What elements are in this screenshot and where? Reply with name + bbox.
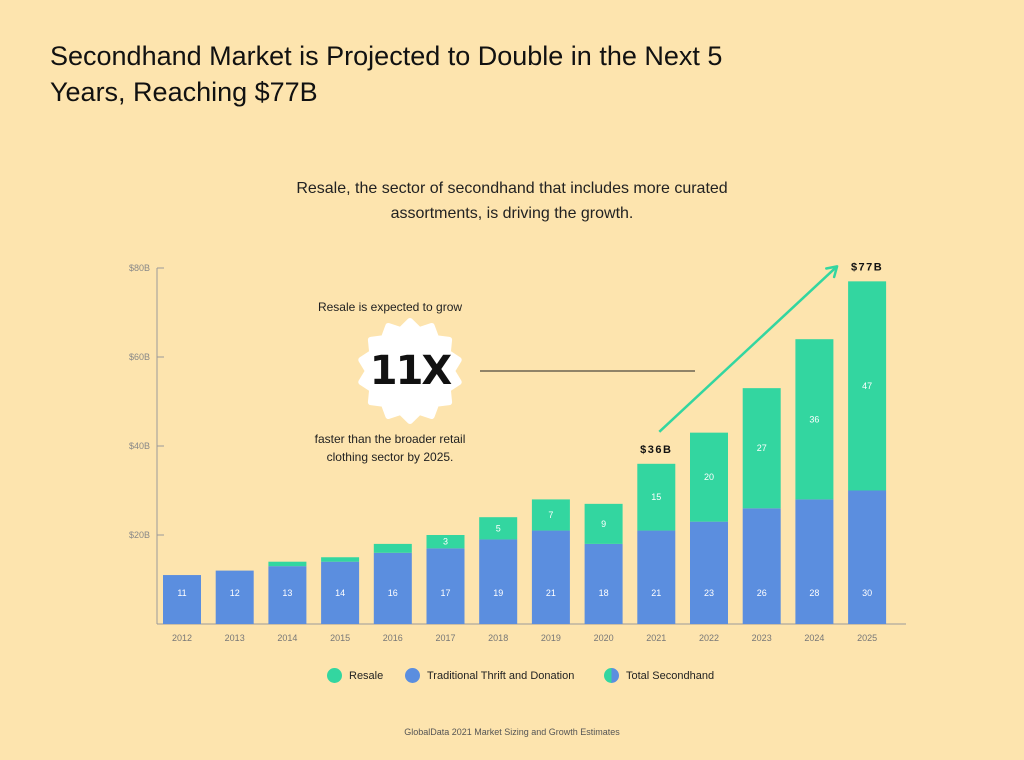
bar-thrift-2016 — [373, 552, 412, 624]
x-tick-label: 2025 — [857, 633, 877, 643]
total-annotation: $36B — [640, 444, 672, 456]
x-tick-label: 2016 — [383, 633, 403, 643]
legend-item-thrift: Traditional Thrift and Donation — [405, 668, 574, 683]
data-label-resale: 36 — [809, 414, 819, 424]
bar-thrift-2019 — [531, 530, 570, 624]
x-tick-label: 2019 — [541, 633, 561, 643]
data-label-resale: 9 — [601, 519, 606, 529]
data-label-thrift: 21 — [651, 588, 661, 598]
bar-resale-2019 — [531, 499, 570, 531]
legend-label-total: Total Secondhand — [626, 669, 715, 682]
data-label-thrift: 19 — [493, 588, 503, 598]
data-label-thrift: 28 — [809, 588, 819, 598]
chart-legend: Resale Traditional Thrift and Donation T… — [0, 668, 1024, 688]
growth-badge-label: 11X — [369, 348, 453, 394]
chart-title: Secondhand Market is Projected to Double… — [50, 41, 723, 107]
source-note: GlobalData 2021 Market Sizing and Growth… — [404, 727, 620, 737]
x-tick-label: 2022 — [699, 633, 719, 643]
y-tick-label: $80B — [129, 263, 150, 273]
data-label-thrift: 26 — [757, 588, 767, 598]
bar-thrift-2021 — [637, 530, 676, 624]
growth-arrow-line — [658, 265, 838, 433]
bar-resale-2021 — [637, 463, 676, 531]
y-tick-label: $40B — [129, 441, 150, 451]
data-label-thrift: 13 — [282, 588, 292, 598]
bar-resale-2016 — [373, 543, 412, 553]
bar-thrift-2024 — [795, 499, 834, 624]
x-tick-label: 2013 — [225, 633, 245, 643]
x-tick-label: 2017 — [435, 633, 455, 643]
total-annotation: $77B — [851, 261, 883, 273]
x-tick-label: 2015 — [330, 633, 350, 643]
legend-swatch-resale — [327, 668, 342, 683]
growth-badge-shape — [358, 318, 462, 424]
x-tick-label: 2021 — [646, 633, 666, 643]
x-tick-label: 2020 — [594, 633, 614, 643]
callout-bottom-text: faster than the broader retail clothing … — [314, 432, 466, 464]
legend-swatch-thrift — [405, 668, 420, 683]
data-label-resale: 20 — [704, 472, 714, 482]
x-tick-label: 2024 — [804, 633, 824, 643]
data-label-resale: 3 — [443, 537, 448, 547]
bar-thrift-2020 — [584, 543, 623, 624]
data-label-thrift: 23 — [704, 588, 714, 598]
data-label-resale: 27 — [757, 443, 767, 453]
bar-resale-2017 — [426, 535, 465, 549]
chart-subtitle: Resale, the sector of secondhand that in… — [296, 180, 728, 222]
data-label-resale: 47 — [862, 381, 872, 391]
legend-label-thrift: Traditional Thrift and Donation — [427, 669, 575, 682]
bar-thrift-2014 — [268, 566, 307, 624]
bar-resale-2014 — [268, 561, 307, 567]
bar-thrift-2013 — [215, 570, 254, 624]
data-label-thrift: 21 — [546, 588, 556, 598]
bar-resale-2024 — [795, 339, 834, 500]
legend-item-resale: Resale — [327, 668, 383, 683]
callout-top-text: Resale is expected to grow — [317, 300, 463, 314]
bar-thrift-2018 — [479, 539, 518, 624]
growth-arrow-head — [825, 265, 839, 279]
data-label-thrift: 11 — [177, 588, 186, 598]
y-tick-label: $20B — [129, 530, 150, 540]
legend-item-total: Total Secondhand — [604, 668, 714, 683]
legend-swatch-total — [604, 668, 619, 683]
data-label-thrift: 17 — [440, 588, 450, 598]
data-label-thrift: 12 — [230, 588, 240, 598]
data-label-resale: 15 — [651, 492, 661, 502]
data-label-thrift: 14 — [335, 588, 345, 598]
bar-resale-2018 — [479, 517, 518, 540]
bar-thrift-2025 — [848, 490, 887, 624]
bar-resale-2022 — [690, 432, 728, 522]
data-label-thrift: 30 — [862, 588, 872, 598]
x-tick-label: 2012 — [172, 633, 192, 643]
bar-thrift-2012 — [163, 575, 201, 624]
bar-resale-2015 — [321, 557, 360, 562]
legend-label-resale: Resale — [349, 669, 384, 682]
bar-thrift-2023 — [742, 508, 781, 624]
data-label-resale: 7 — [548, 510, 553, 520]
data-label-thrift: 18 — [599, 588, 609, 598]
bar-thrift-2017 — [426, 548, 465, 624]
x-tick-label: 2023 — [752, 633, 772, 643]
bar-thrift-2015 — [321, 561, 360, 624]
x-tick-label: 2014 — [277, 633, 297, 643]
bar-thrift-2022 — [690, 521, 728, 624]
y-tick-label: $60B — [129, 352, 150, 362]
bar-resale-2025 — [848, 281, 887, 491]
data-label-thrift: 16 — [388, 588, 398, 598]
bar-resale-2023 — [742, 388, 781, 509]
bar-resale-2020 — [584, 503, 623, 544]
x-tick-label: 2018 — [488, 633, 508, 643]
data-label-resale: 5 — [496, 523, 501, 533]
